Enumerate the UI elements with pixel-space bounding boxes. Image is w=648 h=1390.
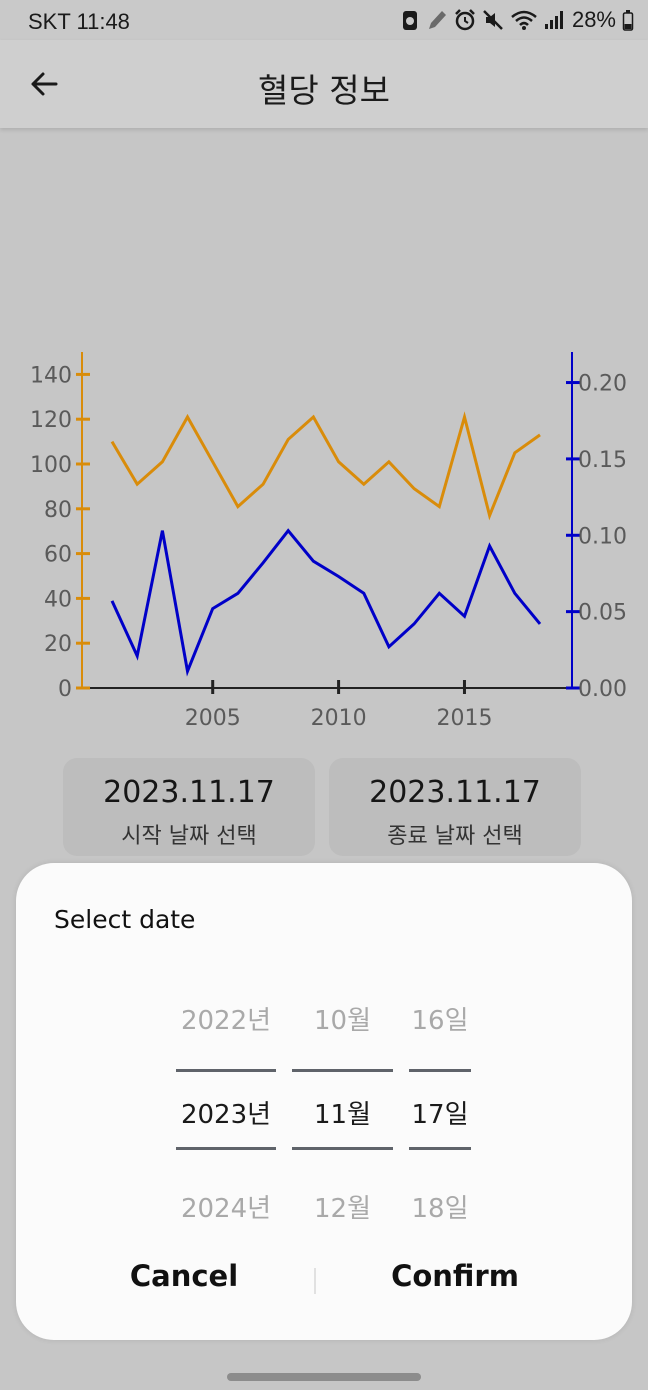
arrow-left-icon (31, 72, 58, 96)
y-right-tick-label: 0.15 (578, 448, 627, 473)
status-time: SKT 11:48 (28, 9, 130, 34)
chart-canvas: 0 20 40 60 80 100 120 140 0.00 0.05 0.10 0.15 0.20 20… (30, 352, 627, 731)
picker-divider (292, 1147, 393, 1150)
picker-divider (292, 1069, 393, 1072)
y-right-tick-label: 0.10 (578, 524, 627, 549)
y-left-tick-label: 0 (58, 677, 72, 702)
picker-divider (176, 1069, 276, 1072)
y-left-tick-label: 20 (44, 632, 72, 657)
y-right-tick-label: 0.05 (578, 601, 627, 626)
year-option-prev[interactable]: 2022년 (180, 1006, 272, 1036)
dialog-title: Select date (54, 905, 196, 934)
x-tick-label: 2010 (311, 706, 367, 731)
home-gesture-handle[interactable] (227, 1373, 421, 1381)
pen-icon (428, 11, 446, 29)
x-tick-label: 2005 (185, 706, 241, 731)
alarm-icon (455, 9, 475, 31)
y-left-tick-label: 120 (30, 408, 72, 433)
app-bar: 혈당 정보 (0, 40, 648, 128)
battery-percent: 28% (571, 7, 616, 32)
picker-divider (409, 1069, 471, 1072)
day-option-next[interactable]: 18일 (411, 1194, 469, 1224)
date-picker-dialog: Select date 2022년 2023년 2024년 10월 11월 12… (16, 863, 632, 1340)
picker-divider (176, 1147, 276, 1150)
cancel-button[interactable]: Cancel (129, 1259, 239, 1293)
start-date-value: 2023.11.17 (103, 775, 275, 810)
y-left-tick-label: 60 (44, 543, 72, 568)
y-left-tick-label: 100 (30, 453, 72, 478)
y-left-tick-label: 80 (44, 498, 72, 523)
signal-icon (544, 11, 563, 29)
start-date-button[interactable]: 2023.11.17 시작 날짜 선택 (63, 758, 315, 856)
mute-icon (483, 10, 503, 30)
button-divider (314, 1268, 316, 1294)
series-line-right (110, 528, 542, 677)
blood-sugar-chart: 0 20 40 60 80 100 120 140 0.00 0.05 0.10 0.15 0.20 20… (0, 340, 648, 740)
status-icons: 28% (400, 7, 634, 33)
wifi-icon (511, 10, 537, 30)
y-right-tick-label: 0.00 (578, 677, 627, 702)
x-tick-label: 2015 (436, 706, 492, 731)
back-button[interactable] (20, 62, 68, 106)
day-option-selected[interactable]: 17일 (411, 1100, 469, 1130)
y-right-tick-label: 0.20 (578, 372, 627, 397)
month-option-next[interactable]: 12월 (313, 1194, 371, 1224)
end-date-caption: 종료 날짜 선택 (387, 824, 523, 849)
day-option-prev[interactable]: 16일 (411, 1006, 469, 1036)
year-option-next[interactable]: 2024년 (180, 1194, 272, 1224)
month-option-prev[interactable]: 10월 (313, 1006, 371, 1036)
end-date-button[interactable]: 2023.11.17 종료 날짜 선택 (329, 758, 581, 856)
y-left-tick-label: 140 (30, 363, 72, 388)
y-left-tick-label: 40 (44, 587, 72, 612)
picker-divider (409, 1147, 471, 1150)
recycle-icon (402, 11, 417, 30)
status-bar: SKT 11:48 28% (0, 0, 648, 40)
series-line-left (110, 411, 541, 521)
battery-icon (622, 10, 634, 31)
page-title: 혈당 정보 (258, 71, 390, 110)
month-option-selected[interactable]: 11월 (313, 1100, 371, 1130)
end-date-value: 2023.11.17 (369, 775, 541, 810)
start-date-caption: 시작 날짜 선택 (121, 824, 257, 849)
year-option-selected[interactable]: 2023년 (180, 1100, 272, 1130)
confirm-button[interactable]: Confirm (391, 1259, 519, 1293)
